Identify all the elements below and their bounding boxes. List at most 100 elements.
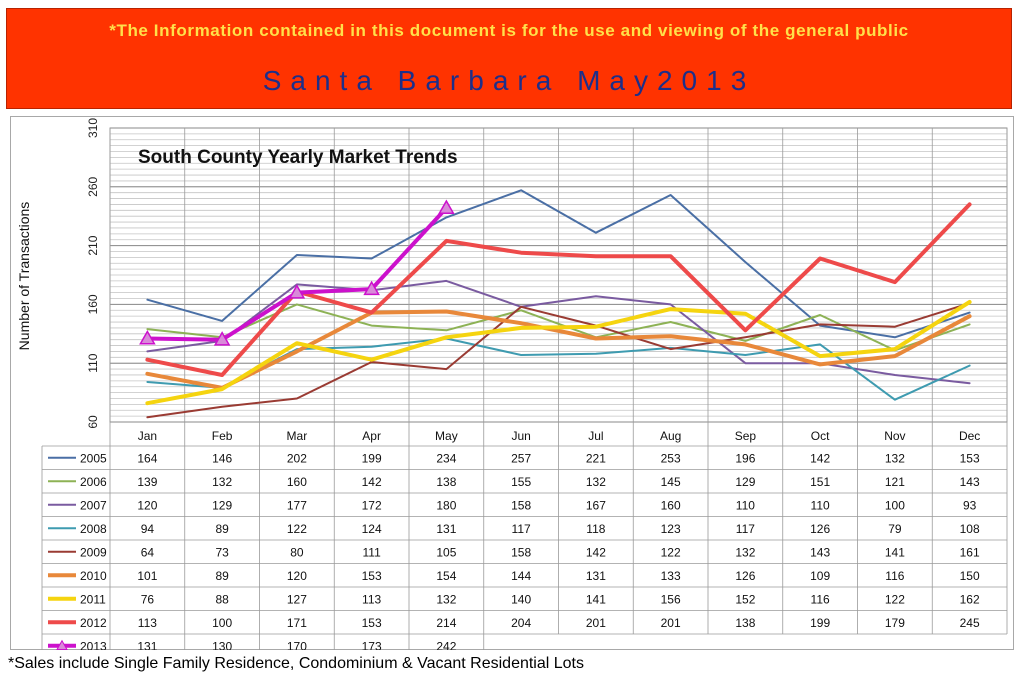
table-cell: 202 bbox=[287, 451, 307, 465]
series-line-2010 bbox=[145, 309, 972, 390]
table-cell: 172 bbox=[362, 498, 382, 512]
category-label: Dec bbox=[959, 429, 980, 443]
table-cell: 132 bbox=[885, 451, 905, 465]
table-cell: 101 bbox=[137, 569, 157, 583]
table-cell: 160 bbox=[287, 475, 307, 489]
report-title: Santa Barbara May2013 bbox=[262, 65, 756, 96]
point-2013 bbox=[213, 331, 231, 346]
category-label: Oct bbox=[811, 429, 830, 443]
category-label: Jan bbox=[138, 429, 157, 443]
table-cell: 160 bbox=[661, 498, 681, 512]
table-cell: 162 bbox=[960, 592, 980, 606]
table-cell: 80 bbox=[290, 545, 304, 559]
table-cell: 124 bbox=[362, 522, 382, 536]
table-cell: 153 bbox=[362, 569, 382, 583]
chart-title: South County Yearly Market Trends bbox=[138, 147, 458, 168]
y-tick-labels: 60 110 160 210 260 310 bbox=[86, 118, 100, 429]
table-cell: 93 bbox=[963, 498, 977, 512]
table-cell: 142 bbox=[810, 451, 830, 465]
point-2013 bbox=[438, 199, 455, 214]
table-cell: 179 bbox=[885, 616, 905, 630]
table-cell: 100 bbox=[212, 616, 232, 630]
y-tick-label: 260 bbox=[86, 176, 100, 196]
series-layer bbox=[139, 189, 972, 419]
table-cell: 170 bbox=[287, 639, 307, 650]
table-cell: 110 bbox=[811, 498, 830, 512]
table-cell: 108 bbox=[960, 522, 980, 536]
table-cell: 156 bbox=[661, 592, 681, 606]
table-cell: 152 bbox=[735, 592, 755, 606]
table-cell: 180 bbox=[436, 498, 456, 512]
table-cell: 129 bbox=[735, 475, 755, 489]
table-cell: 105 bbox=[436, 545, 456, 559]
table-cell: 132 bbox=[735, 545, 755, 559]
category-label: Feb bbox=[212, 429, 233, 443]
table-cell: 121 bbox=[885, 475, 905, 489]
table-cell: 153 bbox=[960, 451, 980, 465]
table-cell: 122 bbox=[661, 545, 681, 559]
y-tick-label: 60 bbox=[86, 415, 100, 429]
y-tick-label: 310 bbox=[86, 118, 100, 138]
table-cell: 123 bbox=[661, 522, 681, 536]
table-cell: 153 bbox=[362, 616, 382, 630]
table-cell: 132 bbox=[436, 592, 456, 606]
table-cell: 127 bbox=[287, 592, 307, 606]
legend-marker-2013 bbox=[56, 639, 68, 650]
table-cell: 167 bbox=[586, 498, 606, 512]
table-cell: 158 bbox=[511, 498, 531, 512]
table-cell: 138 bbox=[735, 616, 755, 630]
legend-label-2007: 2007 bbox=[80, 498, 107, 512]
table-cell: 143 bbox=[810, 545, 830, 559]
table-cell: 257 bbox=[511, 451, 531, 465]
table-cell: 234 bbox=[436, 451, 456, 465]
market-trends-chart: South County Yearly Market Trends Number… bbox=[16, 118, 1008, 650]
table-cell: 111 bbox=[363, 545, 382, 559]
series-line-2009 bbox=[146, 302, 971, 419]
category-label: Aug bbox=[660, 429, 681, 443]
table-cell: 199 bbox=[810, 616, 830, 630]
series-line-2005 bbox=[146, 189, 971, 339]
table-cell: 141 bbox=[586, 592, 606, 606]
table-cell: 214 bbox=[436, 616, 456, 630]
point-2013 bbox=[288, 284, 306, 299]
table-cell: 131 bbox=[586, 569, 606, 583]
table-cell: 141 bbox=[885, 545, 905, 559]
category-label: May bbox=[435, 429, 458, 443]
table-cell: 100 bbox=[885, 498, 905, 512]
category-label: Jul bbox=[588, 429, 603, 443]
table-cell: 126 bbox=[735, 569, 755, 583]
table-cell: 245 bbox=[960, 616, 980, 630]
table-cell: 171 bbox=[287, 616, 307, 630]
table-cell: 142 bbox=[362, 475, 382, 489]
footnote: *Sales include Single Family Residence, … bbox=[8, 655, 584, 672]
public-notice: *The Information contained in this docum… bbox=[109, 21, 909, 40]
table-cell: 130 bbox=[212, 639, 232, 650]
category-label: Sep bbox=[735, 429, 757, 443]
y-axis-label: Number of Transactions bbox=[16, 202, 32, 351]
header-banner: *The Information contained in this docum… bbox=[6, 8, 1012, 109]
table-cell: 113 bbox=[362, 592, 381, 606]
table-cell: 143 bbox=[960, 475, 980, 489]
table-cell: 253 bbox=[661, 451, 681, 465]
table-cell: 133 bbox=[661, 569, 681, 583]
table-cell: 120 bbox=[287, 569, 307, 583]
table-cell: 76 bbox=[141, 592, 155, 606]
table-cell: 177 bbox=[287, 498, 307, 512]
table-cell: 64 bbox=[141, 545, 155, 559]
table-cell: 150 bbox=[960, 569, 980, 583]
table-cell: 109 bbox=[810, 569, 830, 583]
table-cell: 73 bbox=[215, 545, 229, 559]
table-cell: 89 bbox=[215, 522, 229, 536]
table-cell: 221 bbox=[586, 451, 606, 465]
table-cell: 89 bbox=[215, 569, 229, 583]
table-cell: 145 bbox=[661, 475, 681, 489]
table-cell: 116 bbox=[811, 592, 830, 606]
table-cell: 117 bbox=[512, 522, 531, 536]
table-cell: 201 bbox=[586, 616, 606, 630]
table-cell: 117 bbox=[736, 522, 755, 536]
category-label: Mar bbox=[287, 429, 308, 443]
y-tick-label: 160 bbox=[86, 294, 100, 314]
table-cell: 151 bbox=[810, 475, 830, 489]
table-cell: 173 bbox=[362, 639, 382, 650]
point-2013 bbox=[139, 329, 156, 345]
